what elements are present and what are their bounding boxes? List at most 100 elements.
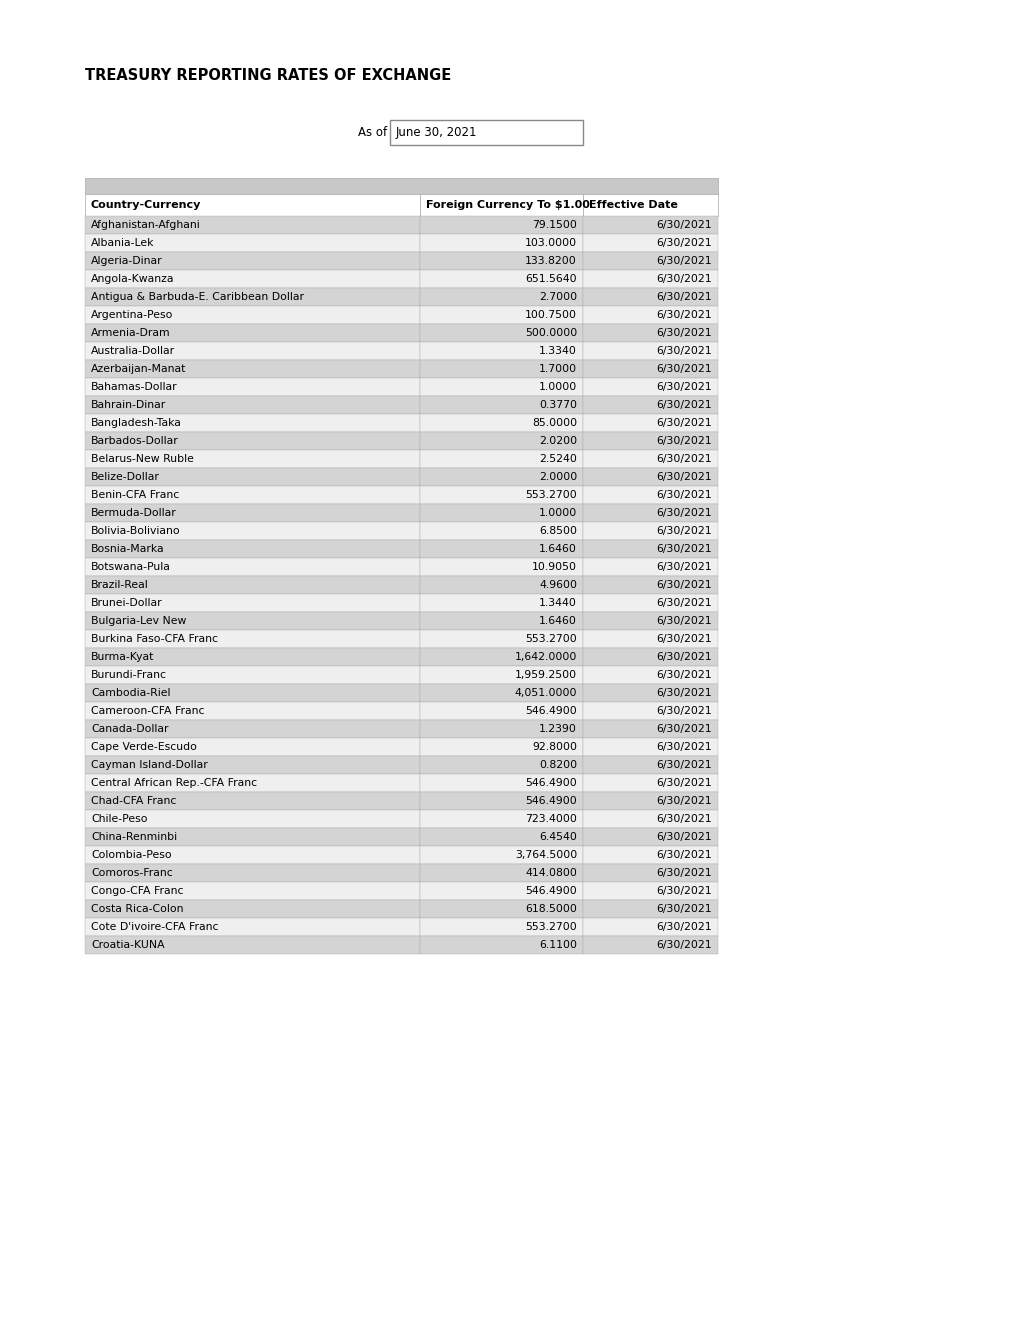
Text: 0.3770: 0.3770 [538,400,577,411]
Bar [85,917,420,936]
Bar [85,576,420,594]
Bar [420,648,583,667]
Text: 10.9050: 10.9050 [532,562,577,572]
Bar [420,882,583,900]
Bar [583,756,717,774]
Text: Angola-Kwanza: Angola-Kwanza [91,275,174,284]
Text: 553.2700: 553.2700 [525,634,577,644]
Text: June 30, 2021: June 30, 2021 [395,125,477,139]
Text: Bermuda-Dollar: Bermuda-Dollar [91,508,176,517]
Text: Afghanistan-Afghani: Afghanistan-Afghani [91,220,201,230]
Text: 6/30/2021: 6/30/2021 [656,508,711,517]
Bar [420,504,583,521]
Bar [85,396,420,414]
Text: Central African Rep.-CFA Franc: Central African Rep.-CFA Franc [91,777,257,788]
Bar [85,630,420,648]
Text: Cote D'ivoire-CFA Franc: Cote D'ivoire-CFA Franc [91,921,218,932]
Text: 2.7000: 2.7000 [538,292,577,302]
Text: 6.1100: 6.1100 [538,940,577,950]
Text: 85.0000: 85.0000 [531,418,577,428]
Text: Bosnia-Marka: Bosnia-Marka [91,544,164,554]
Bar [583,216,717,234]
Text: 1.7000: 1.7000 [538,364,577,374]
Text: Country-Currency: Country-Currency [91,201,201,210]
Text: 6/30/2021: 6/30/2021 [656,814,711,824]
Text: Chile-Peso: Chile-Peso [91,814,148,824]
Bar [420,234,583,252]
Bar [420,667,583,684]
Bar [420,684,583,702]
Text: Brazil-Real: Brazil-Real [91,579,149,590]
Bar [420,271,583,288]
Text: 1.0000: 1.0000 [538,381,577,392]
Bar [420,469,583,486]
Bar [583,612,717,630]
Text: 1,959.2500: 1,959.2500 [515,671,577,680]
Bar [583,486,717,504]
Text: 6/30/2021: 6/30/2021 [656,832,711,842]
Text: 6/30/2021: 6/30/2021 [656,310,711,319]
Text: 6/30/2021: 6/30/2021 [656,850,711,861]
Text: Croatia-KUNA: Croatia-KUNA [91,940,164,950]
Bar [420,917,583,936]
Text: 1.3440: 1.3440 [539,598,577,609]
Text: As of: As of [358,125,386,139]
Text: 3,764.5000: 3,764.5000 [515,850,577,861]
Bar [583,378,717,396]
Text: 133.8200: 133.8200 [525,256,577,267]
Text: Burkina Faso-CFA Franc: Burkina Faso-CFA Franc [91,634,218,644]
Text: Azerbaijan-Manat: Azerbaijan-Manat [91,364,186,374]
Bar [420,719,583,738]
Bar [583,810,717,828]
Text: 79.1500: 79.1500 [532,220,577,230]
Bar [420,828,583,846]
Bar [420,936,583,954]
Bar [85,469,420,486]
Text: 6/30/2021: 6/30/2021 [656,436,711,446]
Text: 6/30/2021: 6/30/2021 [656,256,711,267]
Text: 6/30/2021: 6/30/2021 [656,490,711,500]
Text: Burma-Kyat: Burma-Kyat [91,652,154,663]
Bar [583,360,717,378]
Bar [420,540,583,558]
Text: Barbados-Dollar: Barbados-Dollar [91,436,178,446]
Text: 553.2700: 553.2700 [525,921,577,932]
Bar [85,360,420,378]
Bar [85,900,420,917]
Text: 6/30/2021: 6/30/2021 [656,723,711,734]
Bar [583,865,717,882]
Text: 414.0800: 414.0800 [525,869,577,878]
Bar [583,432,717,450]
Bar [85,342,420,360]
Text: 6/30/2021: 6/30/2021 [656,940,711,950]
Text: 6/30/2021: 6/30/2021 [656,777,711,788]
Text: Bolivia-Boliviano: Bolivia-Boliviano [91,525,180,536]
Bar [420,738,583,756]
Text: Belarus-New Ruble: Belarus-New Ruble [91,454,194,465]
Text: Burundi-Franc: Burundi-Franc [91,671,167,680]
Bar [583,396,717,414]
Bar [583,684,717,702]
Bar [85,612,420,630]
Text: Colombia-Peso: Colombia-Peso [91,850,171,861]
Text: 6/30/2021: 6/30/2021 [656,616,711,626]
Text: 6.4540: 6.4540 [539,832,577,842]
Text: 6/30/2021: 6/30/2021 [656,706,711,715]
Bar [420,288,583,306]
Bar [583,774,717,792]
Bar [420,846,583,865]
Bar [85,216,420,234]
Text: Albania-Lek: Albania-Lek [91,238,154,248]
Bar [583,540,717,558]
Text: 2.5240: 2.5240 [539,454,577,465]
Bar [85,450,420,469]
Bar [420,594,583,612]
Text: 4,051.0000: 4,051.0000 [514,688,577,698]
Bar [583,882,717,900]
Bar [583,288,717,306]
Text: Canada-Dollar: Canada-Dollar [91,723,168,734]
Text: 6/30/2021: 6/30/2021 [656,400,711,411]
Text: 6/30/2021: 6/30/2021 [656,921,711,932]
Text: 6/30/2021: 6/30/2021 [656,598,711,609]
Bar [420,216,583,234]
